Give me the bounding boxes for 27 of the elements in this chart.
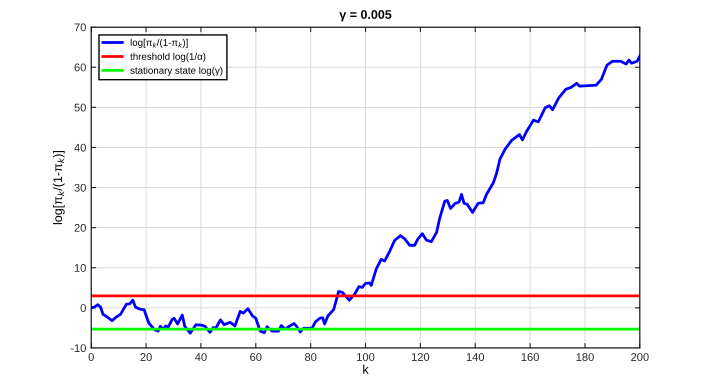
y-axis-title: log[π$_{k}$/(1-π$_{k}$)] [52,151,65,224]
line-series [91,54,640,335]
y-tick-label: 60 [74,64,86,72]
legend-label: log[π$_{k}$/(1-π$_{k}$)] [130,38,188,48]
x-tick-label: 120 [412,353,430,361]
x-tick-label: 40 [195,353,207,361]
x-tick-label: 200 [631,353,649,361]
y-tick-label: 0 [80,304,86,312]
y-tick-label: 10 [74,264,86,272]
x-tick-label: 180 [576,353,594,361]
legend-label: threshold log(1/α) [130,52,206,62]
x-tick-label: 20 [140,353,152,361]
y-tick-label: 40 [74,144,86,152]
y-tick-label: 20 [74,224,86,232]
y-tick-label: 30 [74,184,86,192]
legend-label: stationary state log(γ) [130,66,222,76]
x-tick-label: 160 [522,353,539,361]
y-tick-label: -10 [70,344,86,352]
x-tick-label: 80 [304,353,316,361]
chart-title: γ = 0.005 [339,10,392,22]
y-tick-label: 70 [74,23,86,32]
y-tick-label: 50 [74,104,86,112]
x-tick-label: 0 [88,353,94,361]
x-axis-title: k [363,364,369,374]
x-tick-label: 140 [466,353,484,361]
x-tick-label: 60 [250,353,262,361]
x-tick-label: 100 [357,353,374,361]
